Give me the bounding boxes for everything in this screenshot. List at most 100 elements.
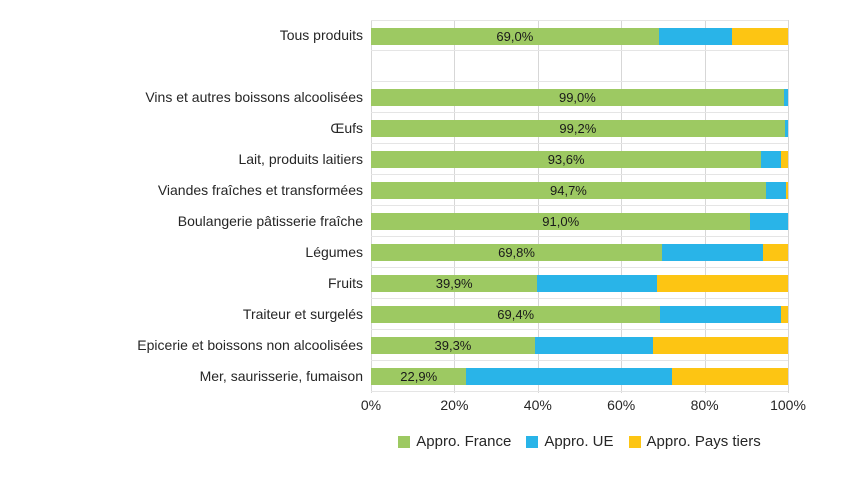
gridline-0: [371, 20, 372, 393]
data-label: 39,9%: [435, 276, 473, 291]
gridline-80: [704, 20, 706, 393]
bar-segment-ue: [466, 368, 673, 385]
stacked-bar: 39,3%: [371, 337, 788, 354]
bar-segment-ue: [783, 89, 788, 106]
chart-row: Epicerie et boissons non alcoolisées 39,3…: [0, 330, 788, 361]
category-label: Tous produits: [279, 27, 363, 43]
bar-track: 22,9%: [371, 361, 788, 392]
chart-row: Légumes 69,8%: [0, 237, 788, 268]
data-label: 99,0%: [558, 90, 596, 105]
legend-item-pays-tiers: Appro. Pays tiers: [628, 433, 761, 450]
bar-track: 69,0%: [371, 20, 788, 51]
stacked-bar: 69,8%: [371, 244, 788, 261]
bar-segment-france: 99,0%: [371, 89, 784, 106]
gridline-40: [537, 20, 539, 393]
bar-track: 69,8%: [371, 237, 788, 268]
data-label: 94,7%: [550, 183, 587, 198]
bar-segment-pays-tiers: [780, 151, 788, 168]
bar-segment-france: 39,9%: [371, 275, 538, 292]
bar-segment-pays-tiers: [785, 182, 788, 199]
data-label: 91,0%: [542, 214, 580, 229]
category-label: Viandes fraîches et transformées: [157, 182, 363, 198]
chart-row: Boulangerie pâtisserie fraîche 91,0%: [0, 206, 788, 237]
category-label: Fruits: [328, 275, 363, 291]
category-label: Traiteur et surgelés: [242, 306, 363, 322]
bar-track: 39,9%: [371, 268, 788, 299]
bar-segment-france: 69,8%: [371, 244, 663, 261]
bar-segment-france: 91,0%: [371, 213, 751, 230]
bar-segment-ue: [537, 275, 657, 292]
x-tick-label: 80%: [690, 397, 719, 413]
stacked-bar: 69,0%: [371, 28, 788, 45]
bar-segment-ue: [750, 213, 788, 230]
category-label: Œufs: [330, 120, 363, 136]
category-label: Vins et autres boissons alcoolisées: [145, 89, 363, 105]
legend-item-ue: Appro. UE: [526, 433, 614, 450]
data-label: 69,8%: [498, 245, 535, 260]
chart-row: Fruits 39,9%: [0, 268, 788, 299]
bar-segment-pays-tiers: [732, 28, 788, 45]
stacked-bar: 99,0%: [371, 89, 788, 106]
plot-gridlines: [371, 20, 789, 393]
legend-label: Appro. UE: [544, 433, 614, 450]
chart-row: Lait, produits laitiers 93,6%: [0, 144, 788, 175]
bar-track: 39,3%: [371, 330, 788, 361]
bar-segment-france: 69,4%: [371, 306, 661, 323]
bar-segment-france: 69,0%: [371, 28, 659, 45]
bar-track: 93,6%: [371, 144, 788, 175]
legend-swatch-france: [398, 435, 411, 448]
stacked-bar: 91,0%: [371, 213, 788, 230]
category-label: Légumes: [305, 244, 363, 260]
chart-row: Viandes fraîches et transformées 94,7%: [0, 175, 788, 206]
bar-segment-pays-tiers: [656, 275, 788, 292]
stacked-bar: 22,9%: [371, 368, 788, 385]
chart-row: Vins et autres boissons alcoolisées 99,0%: [0, 82, 788, 113]
bar-segment-pays-tiers: [781, 306, 788, 323]
data-label: 69,4%: [497, 307, 535, 322]
gridline-60: [621, 20, 623, 393]
chart-row: Œufs 99,2%: [0, 113, 788, 144]
bar-segment-ue: [534, 337, 653, 354]
bar-track: 91,0%: [371, 206, 788, 237]
bar-segment-france: 99,2%: [371, 120, 785, 137]
bar-track: 94,7%: [371, 175, 788, 206]
bar-segment-france: 22,9%: [371, 368, 467, 385]
bar-segment-france: 39,3%: [371, 337, 535, 354]
data-label: 69,0%: [496, 29, 534, 44]
x-axis: 0% 20% 40% 60% 80% 100%: [361, 397, 806, 415]
gridline-100: [788, 20, 789, 393]
bar-segment-ue: [761, 151, 781, 168]
category-label: Mer, saurisserie, fumaison: [199, 368, 363, 384]
data-label: 22,9%: [400, 369, 438, 384]
category-label: Boulangerie pâtisserie fraîche: [177, 213, 363, 229]
category-label: Lait, produits laitiers: [238, 151, 363, 167]
x-tick-label: 60%: [607, 397, 636, 413]
stacked-bar: 93,6%: [371, 151, 788, 168]
x-tick-label: 40%: [523, 397, 552, 413]
data-label: 93,6%: [547, 152, 585, 167]
x-tick-label: 100%: [770, 397, 806, 413]
gridline-20: [454, 20, 456, 393]
x-tick-label: 0%: [360, 397, 382, 413]
bar-segment-pays-tiers: [652, 337, 788, 354]
spacer-row: [0, 51, 788, 82]
stacked-bar: 94,7%: [371, 182, 788, 199]
legend-item-france: Appro. France: [398, 433, 511, 450]
bar-segment-pays-tiers: [672, 368, 788, 385]
data-label: 39,3%: [434, 338, 472, 353]
bar-track: 69,4%: [371, 299, 788, 330]
stacked-bar: 69,4%: [371, 306, 788, 323]
chart-row: Traiteur et surgelés 69,4%: [0, 299, 788, 330]
x-tick-label: 20%: [440, 397, 469, 413]
legend: Appro. France Appro. UE Appro. Pays tiers: [371, 433, 788, 450]
chart-row: Tous produits 69,0%: [0, 20, 788, 51]
bar-segment-ue: [784, 120, 788, 137]
chart-row: Mer, saurisserie, fumaison 22,9%: [0, 361, 788, 392]
bar-segment-ue: [658, 28, 733, 45]
bar-track: 99,0%: [371, 82, 788, 113]
data-label: 99,2%: [559, 121, 597, 136]
legend-label: Appro. France: [416, 433, 512, 450]
bar-track: [371, 51, 788, 82]
bar-segment-france: 94,7%: [371, 182, 766, 199]
